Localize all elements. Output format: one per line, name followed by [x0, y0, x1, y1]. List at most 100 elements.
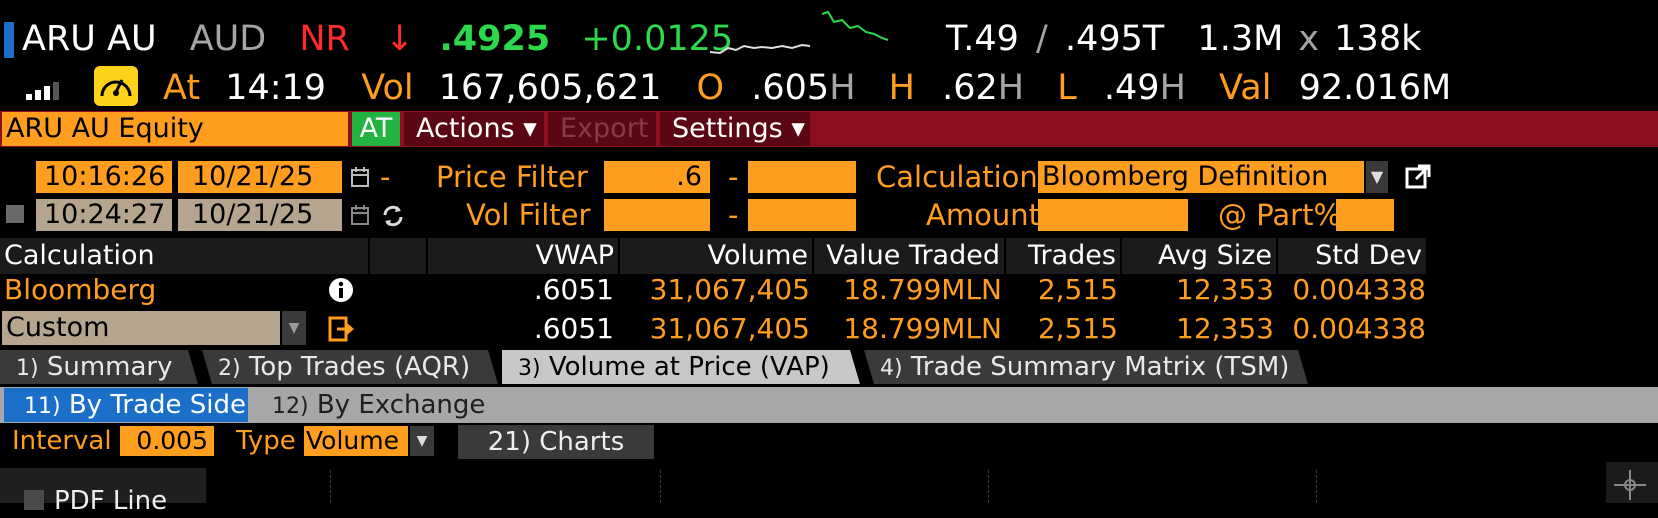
tab-volume-at-price[interactable]: 3) Volume at Price (VAP): [502, 350, 860, 384]
calendar-icon[interactable]: [350, 166, 370, 188]
security-marker: [4, 22, 14, 58]
sparkline-early: [821, 10, 889, 41]
tab-trade-summary-matrix[interactable]: 4) Trade Summary Matrix (TSM): [864, 350, 1308, 384]
val-label: Val: [1219, 68, 1272, 108]
tab-summary[interactable]: 1) Summary: [0, 350, 198, 384]
open-label: O: [696, 68, 725, 108]
low-value: .49: [1103, 68, 1160, 108]
tab-top-trades-label: Top Trades (AQR): [248, 352, 471, 382]
subtab-by-trade-side[interactable]: 11) By Trade Side: [4, 388, 248, 422]
col-header-volume[interactable]: Volume: [620, 238, 812, 274]
col-header-spacer: [370, 238, 426, 274]
last-trade-time: 14:19: [225, 68, 327, 108]
row-custom-trades: 2,515: [1037, 312, 1118, 345]
gridline: [330, 470, 331, 503]
gridline: [988, 470, 989, 503]
trade-stats: At 14:19 Vol 167,605,621 O .605H H .62H …: [163, 66, 1451, 110]
charts-button[interactable]: 21) Charts: [458, 425, 654, 459]
type-label: Type: [236, 426, 296, 456]
tab-top-trades[interactable]: 2) Top Trades (AQR): [202, 350, 498, 384]
calendar-icon[interactable]: [350, 204, 370, 226]
type-select[interactable]: Volume: [304, 426, 408, 456]
low-flag: H: [1159, 68, 1186, 108]
subtab-by-exchange[interactable]: 12) By Exchange: [252, 388, 492, 422]
row-custom-vwap: .6051: [533, 312, 614, 345]
low-label: L: [1057, 68, 1077, 108]
pop-out-icon[interactable]: [1404, 163, 1432, 191]
type-dropdown-icon[interactable]: ▼: [410, 426, 434, 456]
pdf-line-checkbox[interactable]: [24, 490, 44, 510]
col-header-std-dev[interactable]: Std Dev: [1278, 238, 1426, 274]
security-input[interactable]: ARU AU Equity: [2, 112, 348, 146]
rating: NR: [299, 19, 350, 59]
vol-filter-max[interactable]: [748, 199, 856, 231]
start-time-input[interactable]: 10:16:26: [36, 161, 172, 193]
calculation-select[interactable]: Bloomberg Definition: [1038, 161, 1364, 193]
row-bloomberg-std-dev: 0.004338: [1292, 273, 1426, 306]
vol-filter-label: Vol Filter: [466, 198, 591, 232]
row-bloomberg-name: Bloomberg: [4, 273, 157, 306]
info-icon[interactable]: [328, 277, 354, 303]
settings-menu[interactable]: Settings ▾: [660, 112, 810, 146]
crosshair-icon[interactable]: [1612, 468, 1648, 502]
row-bloomberg-volume: 31,067,405: [649, 273, 810, 306]
start-date-input[interactable]: 10/21/25: [178, 161, 342, 193]
tab-tsm-num: 4): [880, 356, 903, 381]
volume-value: 167,605,621: [438, 68, 662, 108]
high-label: H: [888, 68, 915, 108]
row-bloomberg-trades: 2,515: [1037, 273, 1118, 306]
row-bloomberg-value: 18.799MLN: [843, 273, 1002, 306]
bid-ask-separator: /: [1036, 19, 1048, 59]
col-header-value-traded[interactable]: Value Traded: [814, 238, 1004, 274]
at-button[interactable]: AT: [352, 112, 400, 146]
time-range-dash: -: [380, 160, 391, 194]
interval-input[interactable]: 0.005: [120, 426, 214, 456]
vol-filter-dash: -: [728, 198, 739, 232]
tab-tsm-label: Trade Summary Matrix (TSM): [910, 352, 1290, 382]
price-filter-max[interactable]: [748, 161, 856, 193]
price-filter-min[interactable]: .6: [604, 161, 710, 193]
bid-ask: T.49 / .495T 1.3M x 138k: [946, 16, 1421, 62]
quote-header: ARU AU AUD NR ↓ .4925 +0.0125: [22, 16, 733, 62]
row-custom-avg-size: 12,353: [1176, 312, 1274, 345]
amount-input[interactable]: [1038, 199, 1188, 231]
subtab-trade-side-num: 11): [24, 394, 61, 419]
col-header-avg-size[interactable]: Avg Size: [1122, 238, 1276, 274]
col-header-calculation[interactable]: Calculation: [0, 238, 368, 274]
tab-top-trades-num: 2): [218, 356, 241, 381]
down-arrow-icon: ↓: [385, 19, 415, 59]
row-bloomberg-vwap: .6051: [533, 273, 614, 306]
refresh-icon[interactable]: [380, 203, 406, 229]
traded-value: 92.016M: [1298, 68, 1452, 108]
participation-input[interactable]: [1336, 199, 1394, 231]
actions-menu[interactable]: Actions ▾: [404, 112, 544, 146]
col-header-vwap[interactable]: VWAP: [428, 238, 618, 274]
vol-filter-min[interactable]: [604, 199, 710, 231]
row-custom-value: 18.799MLN: [843, 312, 1002, 345]
crosshair-panel: [1606, 462, 1658, 503]
ask-price: .495T: [1064, 19, 1165, 59]
calculation-dropdown-icon[interactable]: ▼: [1366, 161, 1388, 193]
amount-label: Amount: [926, 198, 1040, 232]
last-price: .4925: [439, 19, 551, 59]
row-bloomberg-avg-size: 12,353: [1176, 273, 1274, 306]
bid-size: 1.3M: [1197, 19, 1284, 59]
open-value: .605: [751, 68, 830, 108]
price-filter-dash: -: [728, 160, 739, 194]
ask-size: 138k: [1334, 19, 1422, 59]
end-date-input[interactable]: 10/21/25: [178, 199, 342, 231]
currency: AUD: [189, 19, 267, 59]
subtab-exchange-num: 12): [272, 394, 309, 419]
speedometer-icon[interactable]: [94, 66, 138, 106]
participation-label: @ Part%: [1218, 198, 1342, 232]
end-time-input[interactable]: 10:24:27: [36, 199, 172, 231]
custom-dropdown-icon[interactable]: ▼: [282, 311, 306, 345]
ticker[interactable]: ARU AU: [22, 19, 157, 59]
gridline: [1316, 470, 1317, 503]
apply-arrow-icon[interactable]: [328, 316, 356, 342]
row-custom-select[interactable]: Custom: [2, 311, 280, 345]
live-update-checkbox[interactable]: [6, 205, 24, 223]
bid-price: T.49: [946, 19, 1019, 59]
col-header-trades[interactable]: Trades: [1006, 238, 1120, 274]
vol-label: Vol: [361, 68, 414, 108]
